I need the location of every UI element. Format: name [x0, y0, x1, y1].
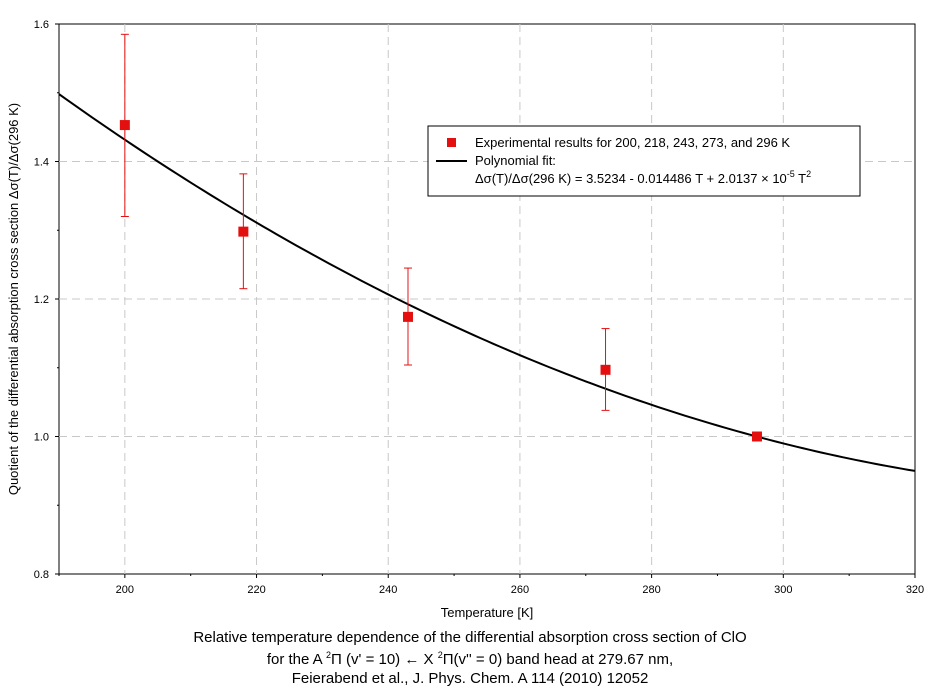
data-point	[119, 120, 130, 131]
caption-line-2: for the A 2Π (v' = 10) ← X 2Π(v'' = 0) b…	[266, 650, 674, 669]
y-tick-label: 0.8	[34, 569, 49, 581]
x-tick-label: 260	[511, 584, 529, 596]
y-axis-label: Quotient of the differential absorption …	[6, 103, 21, 495]
data-point	[402, 311, 413, 322]
chart: 200 220 240 260 280 300 320 0.8 1.0 1.2 1.4 1.6 Te…	[6, 19, 924, 620]
legend-label-fit: Polynomial fit:	[475, 153, 556, 168]
polynomial-fit-line	[59, 93, 915, 472]
x-tick-label: 320	[906, 584, 924, 596]
data-point	[751, 431, 762, 442]
x-tick-label: 280	[642, 584, 660, 596]
caption-line-3: Feierabend et al., J. Phys. Chem. A 114 …	[291, 670, 649, 687]
plot-area	[58, 23, 916, 575]
x-axis-ticks: 200 220 240 260 280 300 320	[58, 574, 924, 596]
y-tick-label: 1.2	[34, 294, 49, 306]
legend-box	[427, 125, 861, 197]
legend-marker-experimental	[447, 138, 456, 147]
y-axis-ticks: 0.8 1.0 1.2 1.4 1.6	[34, 19, 59, 581]
x-tick-label: 240	[379, 584, 397, 596]
data-points	[119, 120, 762, 442]
y-tick-label: 1.0	[34, 432, 49, 444]
data-point	[238, 226, 249, 237]
y-tick-label: 1.6	[34, 19, 49, 31]
caption-line-1: Relative temperature dependence of the d…	[193, 629, 747, 646]
gridlines	[59, 24, 915, 574]
x-tick-label: 300	[774, 584, 792, 596]
data-point	[600, 364, 611, 375]
x-tick-label: 200	[116, 584, 134, 596]
x-axis-label: Temperature [K]	[441, 605, 534, 620]
y-tick-label: 1.4	[34, 157, 49, 169]
legend-label-experimental: Experimental results for 200, 218, 243, …	[475, 135, 790, 150]
legend-formula: Δσ(T)/Δσ(296 K) = 3.5234 - 0.014486 T + …	[475, 169, 811, 186]
legend: Experimental results for 200, 218, 243, …	[427, 125, 861, 197]
x-tick-label: 220	[247, 584, 265, 596]
